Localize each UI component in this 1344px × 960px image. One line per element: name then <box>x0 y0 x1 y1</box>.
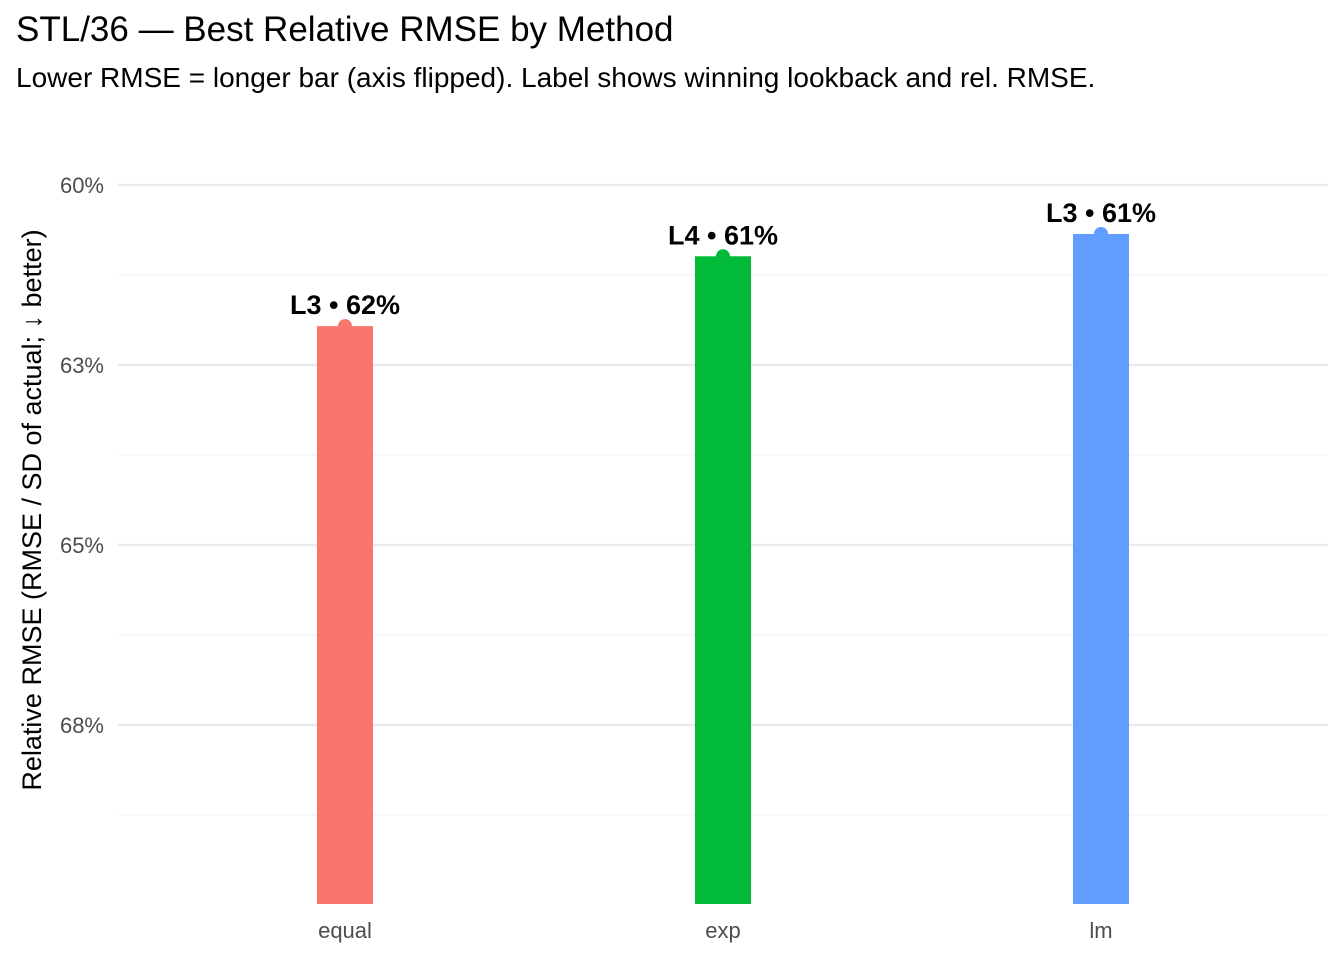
y-axis-ticks: 60% 63% 65% 68% <box>60 173 104 738</box>
x-tick-label: equal <box>318 918 372 943</box>
bar-equal <box>317 326 373 904</box>
y-axis-label: Relative RMSE (RMSE / SD of actual; ↓ be… <box>17 229 47 790</box>
y-tick-label: 63% <box>60 353 104 378</box>
y-tick-label: 65% <box>60 533 104 558</box>
data-label: L3 • 61% <box>1046 198 1156 228</box>
bar-exp <box>695 256 751 904</box>
data-label: L4 • 61% <box>668 220 778 250</box>
bar-lm <box>1073 233 1129 904</box>
x-tick-label: exp <box>705 918 740 943</box>
chart-title: STL/36 — Best Relative RMSE by Method <box>16 10 674 49</box>
chart-subtitle: Lower RMSE = longer bar (axis flipped). … <box>16 62 1096 93</box>
y-tick-label: 68% <box>60 713 104 738</box>
y-tick-label: 60% <box>60 173 104 198</box>
x-tick-label: lm <box>1089 918 1112 943</box>
bar-end-point <box>1094 226 1108 241</box>
bar-end-point <box>338 319 352 334</box>
data-label: L3 • 62% <box>290 290 400 320</box>
bar-end-point <box>716 249 730 264</box>
x-axis-ticks: equal exp lm <box>318 918 1113 943</box>
bars: L3 • 62% L4 • 61% L3 • 61% <box>290 198 1156 904</box>
